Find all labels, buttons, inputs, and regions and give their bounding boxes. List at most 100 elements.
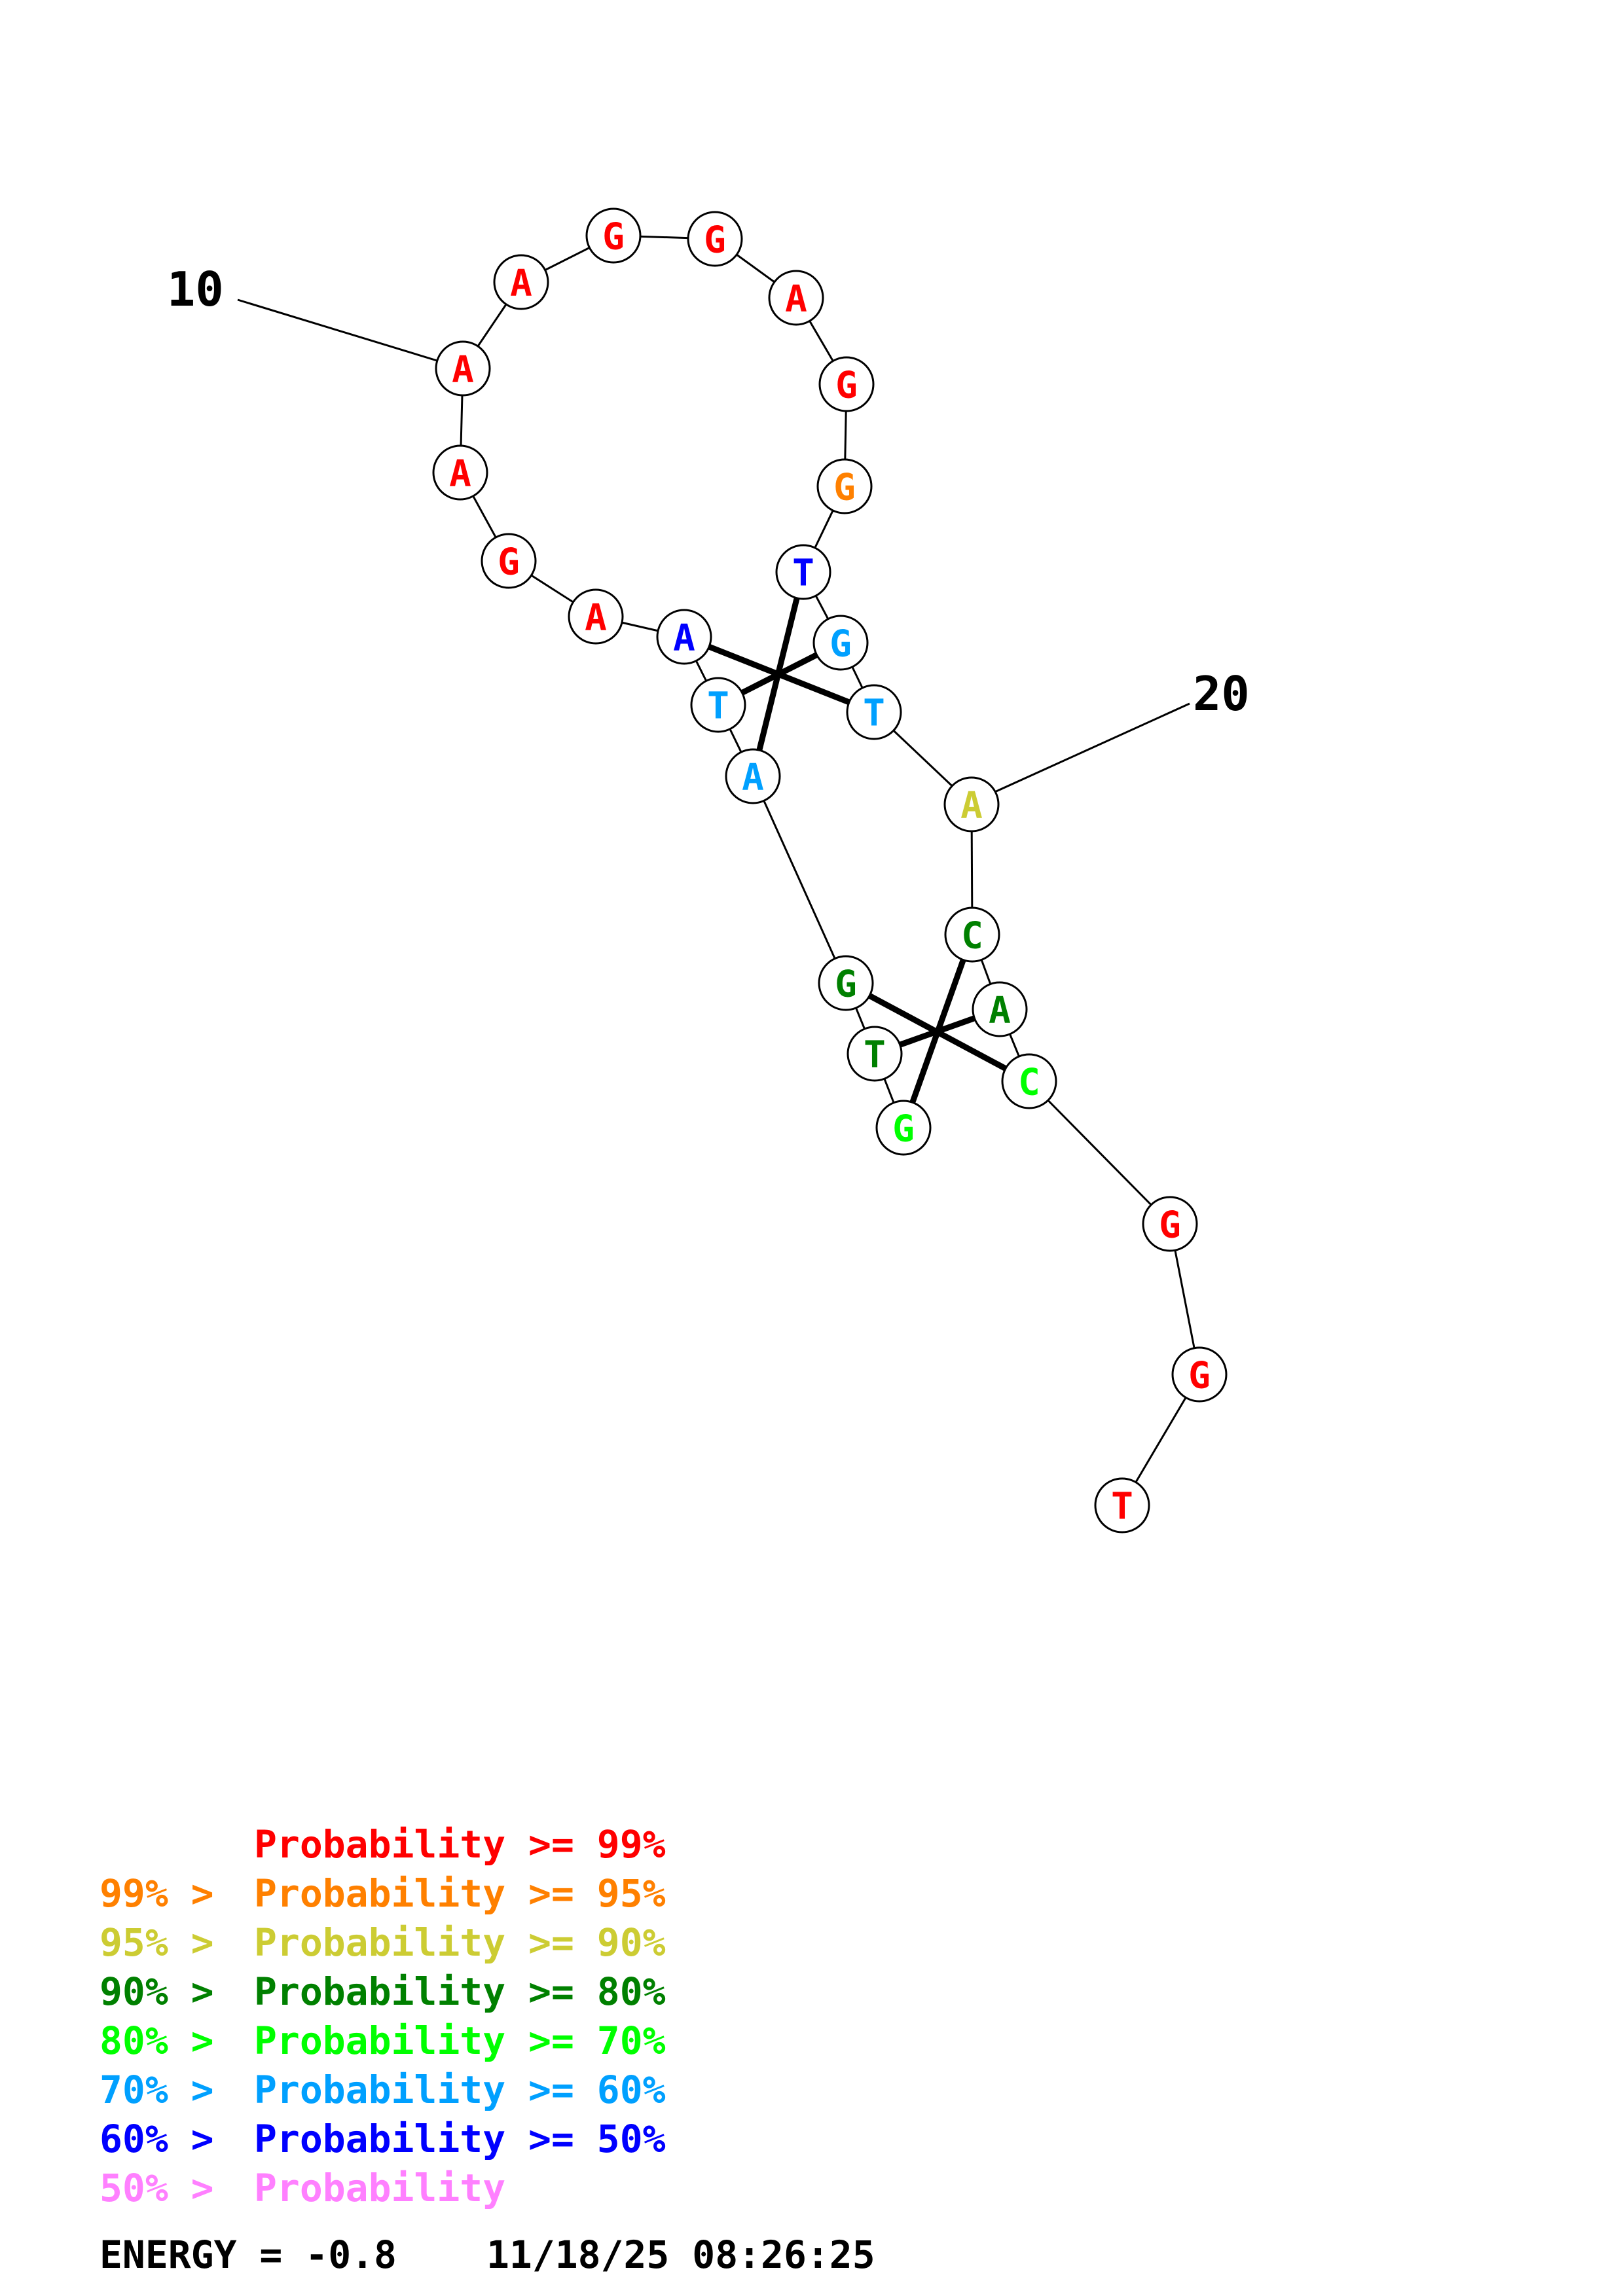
nucleotide-letter: T (863, 692, 885, 735)
nucleotide: T (690, 677, 746, 733)
nucleotide-circle (481, 533, 537, 589)
nucleotide-letter: T (707, 685, 729, 728)
nucleotide-letter: G (704, 219, 726, 262)
nucleotide-circle (435, 340, 491, 397)
position-10-tick (237, 298, 464, 370)
backbone-segment (1028, 1080, 1171, 1225)
nucleotide-circle (1171, 1346, 1228, 1403)
nucleotide-letter: A (585, 597, 607, 639)
legend-range-label: Probability >= 50% (254, 2117, 666, 2161)
probability-legend: Probability >= 99% 99% > Probability >= 95… (100, 1822, 666, 2210)
nucleotide-letter: A (989, 990, 1011, 1032)
legend-range-prefix: 50% > (100, 2166, 214, 2210)
legend-range-label: Probability >= 80% (254, 1969, 666, 2014)
nucleotide-circle (690, 677, 746, 733)
legend-range-prefix: 95% > (100, 1920, 214, 1965)
nucleotide: A (972, 981, 1028, 1037)
base-pair-bond (750, 571, 807, 778)
nucleotide-letter: G (1188, 1355, 1211, 1397)
energy-value: ENERGY = -0.8 (100, 2233, 397, 2277)
legend-range-prefix: 80% > (100, 2018, 214, 2063)
nucleotide-letter: G (833, 467, 856, 509)
legend-range-prefix: 90% > (100, 1969, 214, 2014)
nucleotide: T (847, 1026, 903, 1082)
nucleotide-circle (818, 955, 874, 1011)
nucleotide: A (435, 340, 491, 397)
legend-range-label: Probability (254, 2166, 505, 2210)
nucleotide-letter: G (602, 216, 625, 259)
position-label-20: 20 (1193, 666, 1250, 721)
nucleotide-letter: T (1111, 1486, 1133, 1528)
nucleotide-letter: A (452, 349, 474, 391)
nucleotide-letter: A (510, 262, 532, 305)
nucleotide: G (818, 955, 874, 1011)
nucleotide: G (1171, 1346, 1228, 1403)
nucleotide-circle (847, 1026, 903, 1082)
nucleotide-circle (1094, 1477, 1150, 1534)
nucleotide-circle (1142, 1196, 1198, 1252)
legend-range-label: Probability >= 70% (254, 2018, 666, 2063)
energy-readout: ENERGY = -0.8 11/18/25 08:26:25 (100, 2233, 875, 2277)
nucleotide: T (846, 684, 902, 740)
nucleotide-letter: G (1159, 1204, 1181, 1247)
nucleotide: A (768, 270, 824, 326)
nucleotide-letter: A (742, 757, 764, 799)
nucleotide: A (725, 748, 781, 804)
nucleotide: C (944, 906, 1000, 963)
nucleotide-circle (432, 444, 488, 501)
legend-range-label: Probability >= 60% (254, 2068, 666, 2112)
nucleotide-letter: G (892, 1108, 915, 1151)
nucleotide: G (481, 533, 537, 589)
nucleotide: A (493, 254, 549, 310)
nucleotide-letter: A (960, 785, 983, 827)
nucleotide-circle (768, 270, 824, 326)
nucleotide-letter: C (1018, 1062, 1040, 1104)
nucleotide-letter: A (673, 617, 695, 660)
nucleotide-circle (775, 544, 831, 600)
nucleotide-circle (972, 981, 1028, 1037)
nucleotide-circle (687, 211, 743, 267)
nucleotide-circle (818, 356, 875, 412)
nucleotide-circle (816, 458, 873, 514)
nucleotide-circle (725, 748, 781, 804)
nucleotide-circle (493, 254, 549, 310)
legend-range-prefix: 60% > (100, 2117, 214, 2161)
energy-timestamp: 11/18/25 08:26:25 (486, 2233, 875, 2277)
legend-range-label: Probability >= 99% (254, 1822, 666, 1867)
nucleotide-circle (846, 684, 902, 740)
nucleotide: A (432, 444, 488, 501)
nucleotide: G (687, 211, 743, 267)
nucleotide-circle (875, 1100, 932, 1156)
nucleotide: G (875, 1100, 932, 1156)
nucleotide: C (1001, 1053, 1057, 1109)
backbone (459, 234, 1201, 1506)
nucleotide-letter: A (785, 278, 807, 321)
nucleotide: A (943, 776, 1000, 833)
nucleotide-letter: A (449, 453, 471, 495)
nucleotide: G (812, 615, 869, 671)
nucleotide-circle (943, 776, 1000, 833)
nucleotide: G (1142, 1196, 1198, 1252)
nucleotide-circle (1001, 1053, 1057, 1109)
nucleotide: T (775, 544, 831, 600)
legend-range-prefix: 70% > (100, 2068, 214, 2112)
nucleotide-letter: G (835, 963, 857, 1006)
legend-range-label: Probability >= 90% (254, 1920, 666, 1965)
nucleotide: G (818, 356, 875, 412)
position-labels: 10 20 (167, 262, 1250, 804)
nucleotide: A (656, 609, 712, 665)
nucleotide-circle (812, 615, 869, 671)
nucleotide-letter: G (830, 623, 852, 666)
nucleotide: G (585, 207, 642, 264)
nucleotide: G (816, 458, 873, 514)
legend-range-prefix: 99% > (100, 1871, 214, 1916)
nucleotide: T (1094, 1477, 1150, 1534)
nucleotide-letter: G (498, 541, 520, 584)
nucleotide-circle (944, 906, 1000, 963)
nucleotide-letter: T (792, 552, 814, 595)
nucleotide-letter: C (961, 915, 983, 958)
nucleotide-circle (585, 207, 642, 264)
nucleotide-circle (568, 588, 624, 645)
nucleotide-circle (656, 609, 712, 665)
